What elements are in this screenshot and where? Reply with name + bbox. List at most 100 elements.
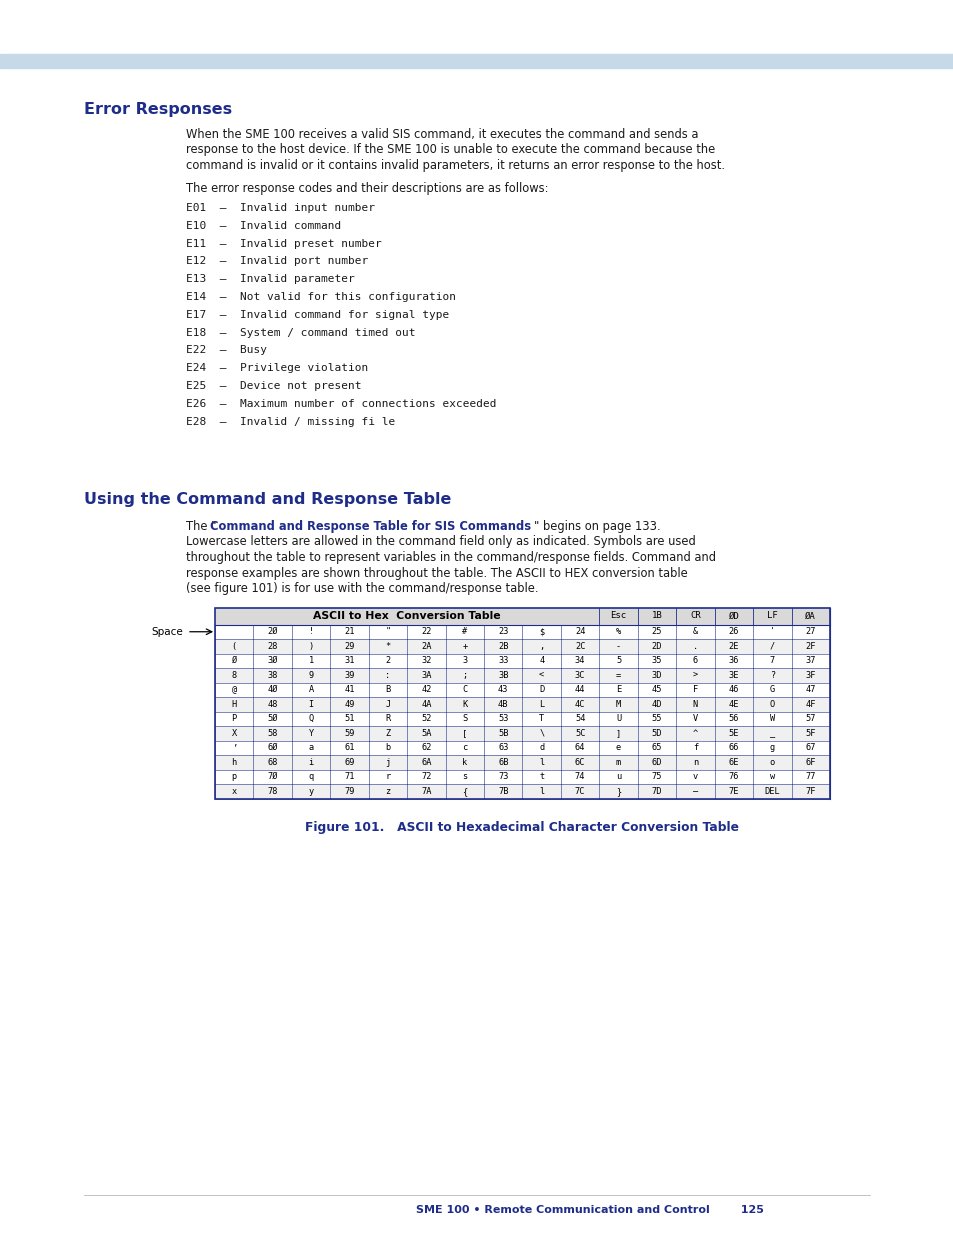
Text: 65: 65 xyxy=(651,743,661,752)
Text: I: I xyxy=(308,700,314,709)
Text: 62: 62 xyxy=(420,743,431,752)
Text: j: j xyxy=(385,758,390,767)
Text: 38: 38 xyxy=(267,671,277,679)
Text: 23: 23 xyxy=(497,627,508,636)
Text: 69: 69 xyxy=(344,758,355,767)
Text: E22  –  Busy: E22 – Busy xyxy=(186,346,267,356)
Text: E17  –  Invalid command for signal type: E17 – Invalid command for signal type xyxy=(186,310,449,320)
Bar xyxy=(214,683,829,697)
Text: 36: 36 xyxy=(728,656,739,666)
Text: R: R xyxy=(385,714,390,724)
Text: e: e xyxy=(616,743,620,752)
Text: T: T xyxy=(538,714,544,724)
Text: J: J xyxy=(385,700,390,709)
Text: *: * xyxy=(385,642,390,651)
Text: 55: 55 xyxy=(651,714,661,724)
Text: 67: 67 xyxy=(804,743,815,752)
Text: Space: Space xyxy=(152,626,183,637)
Text: 43: 43 xyxy=(497,685,508,694)
Text: A: A xyxy=(308,685,314,694)
Text: L: L xyxy=(538,700,544,709)
Text: S: S xyxy=(462,714,467,724)
Text: Q: Q xyxy=(308,714,314,724)
Text: 45: 45 xyxy=(651,685,661,694)
Text: }: } xyxy=(616,787,620,795)
Text: When the SME 100 receives a valid SIS command, it executes the command and sends: When the SME 100 receives a valid SIS co… xyxy=(186,128,698,141)
Text: 34: 34 xyxy=(575,656,585,666)
Text: 54: 54 xyxy=(575,714,585,724)
Text: 5: 5 xyxy=(616,656,620,666)
Text: 42: 42 xyxy=(420,685,431,694)
Text: 2C: 2C xyxy=(575,642,585,651)
Text: ØA: ØA xyxy=(804,611,816,620)
Text: M: M xyxy=(616,700,620,709)
Bar xyxy=(214,784,829,799)
Text: O: O xyxy=(769,700,774,709)
Text: 5C: 5C xyxy=(575,729,585,737)
Text: E01  –  Invalid input number: E01 – Invalid input number xyxy=(186,203,375,212)
Text: ': ' xyxy=(769,627,774,636)
Text: >: > xyxy=(692,671,698,679)
Text: B: B xyxy=(385,685,390,694)
Text: 31: 31 xyxy=(344,656,355,666)
Text: E18  –  System / command timed out: E18 – System / command timed out xyxy=(186,327,416,337)
Text: 2Ø: 2Ø xyxy=(267,627,277,636)
Text: ASCII to Hex  Conversion Table: ASCII to Hex Conversion Table xyxy=(313,611,500,621)
Text: 66: 66 xyxy=(728,743,739,752)
Text: 7A: 7A xyxy=(420,787,431,795)
Text: C: C xyxy=(462,685,467,694)
Text: v: v xyxy=(692,772,698,782)
Text: Lowercase letters are allowed in the command field only as indicated. Symbols ar: Lowercase letters are allowed in the com… xyxy=(186,536,695,548)
Text: z: z xyxy=(385,787,390,795)
Text: Ø: Ø xyxy=(232,656,236,666)
Text: 61: 61 xyxy=(344,743,355,752)
Text: E25  –  Device not present: E25 – Device not present xyxy=(186,382,361,391)
Text: l: l xyxy=(538,787,544,795)
Text: 8: 8 xyxy=(232,671,236,679)
Text: 6Ø: 6Ø xyxy=(267,743,277,752)
Text: u: u xyxy=(616,772,620,782)
Text: [: [ xyxy=(462,729,467,737)
Text: k: k xyxy=(462,758,467,767)
Text: 4E: 4E xyxy=(728,700,739,709)
Text: 25: 25 xyxy=(651,627,661,636)
Text: 3C: 3C xyxy=(575,671,585,679)
Text: 3B: 3B xyxy=(497,671,508,679)
Text: 5E: 5E xyxy=(728,729,739,737)
Text: 57: 57 xyxy=(804,714,815,724)
Text: Command and Response Table for SIS Commands: Command and Response Table for SIS Comma… xyxy=(210,520,531,534)
Text: 58: 58 xyxy=(267,729,277,737)
Bar xyxy=(214,755,829,769)
Text: throughout the table to represent variables in the command/response fields. Comm: throughout the table to represent variab… xyxy=(186,551,716,564)
Text: 5A: 5A xyxy=(420,729,431,737)
Text: 71: 71 xyxy=(344,772,355,782)
Text: 2F: 2F xyxy=(804,642,815,651)
Text: 3: 3 xyxy=(462,656,467,666)
Text: 7: 7 xyxy=(769,656,774,666)
Text: 59: 59 xyxy=(344,729,355,737)
Text: –: – xyxy=(692,787,698,795)
Text: 3E: 3E xyxy=(728,671,739,679)
Text: 37: 37 xyxy=(804,656,815,666)
Text: 77: 77 xyxy=(804,772,815,782)
Text: 2D: 2D xyxy=(651,642,661,651)
Text: 7C: 7C xyxy=(575,787,585,795)
Text: 2A: 2A xyxy=(420,642,431,651)
Text: %: % xyxy=(616,627,620,636)
Text: q: q xyxy=(308,772,314,782)
Text: l: l xyxy=(538,758,544,767)
Text: ): ) xyxy=(308,642,314,651)
Text: 6B: 6B xyxy=(497,758,508,767)
Text: 9: 9 xyxy=(308,671,314,679)
Text: 6D: 6D xyxy=(651,758,661,767)
Text: =: = xyxy=(616,671,620,679)
Bar xyxy=(214,711,829,726)
Bar xyxy=(214,638,829,653)
Text: y: y xyxy=(308,787,314,795)
Text: 48: 48 xyxy=(267,700,277,709)
Text: \: \ xyxy=(538,729,544,737)
Text: command is invalid or it contains invalid parameters, it returns an error respon: command is invalid or it contains invali… xyxy=(186,159,724,172)
Text: 79: 79 xyxy=(344,787,355,795)
Text: 27: 27 xyxy=(804,627,815,636)
Text: s: s xyxy=(462,772,467,782)
